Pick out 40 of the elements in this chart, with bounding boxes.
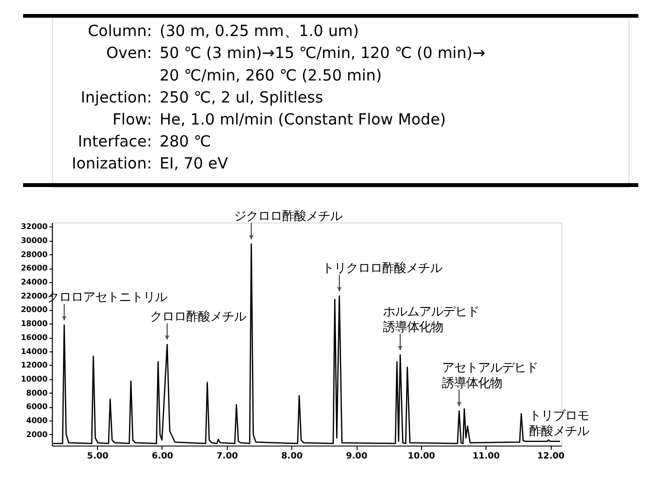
y-tick-label: 8000	[26, 388, 48, 398]
y-tick-label: 6000	[26, 402, 48, 412]
y-tick-label: 24000	[20, 278, 48, 287]
y-tick-label: 18000	[20, 319, 48, 328]
annotation: トリブロモ	[528, 407, 589, 422]
x-tick-label: 10.00	[408, 452, 436, 462]
annotation: クロロ酢酸メチル	[150, 308, 246, 324]
text: Interface: 280 ℃	[78, 132, 212, 151]
y-tick-label: 16000	[20, 332, 48, 342]
y-tick-label: 32000	[20, 222, 48, 232]
x-tick-label: 6.00	[152, 452, 174, 462]
annotation: ジクロロ酢酸メチル	[234, 208, 342, 223]
x-tick-label: 8.00	[281, 452, 303, 462]
x-tick-label: 7.00	[216, 452, 238, 462]
y-tick-label: 4000	[26, 416, 48, 426]
text: 20 ℃/min, 260 ℃ (2.50 min)	[160, 66, 382, 84]
annotation: 誘導体化物	[382, 318, 443, 334]
text: Flow: He, 1.0 ml/min (Constant Flow Mode)	[112, 110, 446, 128]
y-tick-label: 28000	[20, 250, 48, 259]
text: Column: (30 m, 0.25 mm、1.0 um)	[88, 22, 359, 40]
x-tick-label: 5.00	[87, 452, 108, 462]
annotation: ホルムアルデヒド	[382, 303, 479, 318]
y-tick-label: 20000	[20, 305, 48, 314]
annotation: 誘導体化物	[442, 374, 502, 390]
annotation: アセトアルデヒド	[442, 360, 538, 375]
y-tick-label: 10000	[20, 374, 48, 384]
x-tick-label: 12.00	[537, 452, 565, 462]
text: Injection: 250 ℃, 2 ul, Splitless	[80, 88, 324, 106]
x-tick-label: 11.00	[472, 452, 500, 462]
y-tick-label: 2000	[26, 430, 48, 439]
y-tick-label: 12000	[20, 360, 48, 370]
text: Oven: 50 ℃ (3 min)→15 ℃/min, 120 ℃ (0 min)→	[106, 44, 486, 62]
annotation: 酢酸メチル	[528, 422, 589, 438]
text: Ionization: EI, 70 eV	[72, 154, 228, 173]
y-tick-label: 22000	[20, 291, 48, 300]
y-tick-label: 26000	[20, 264, 48, 273]
y-tick-label: 14000	[20, 346, 48, 356]
annotation: トリクロロ酢酸メチル	[322, 260, 442, 275]
y-tick-label: 30000	[20, 236, 48, 245]
x-tick-label: 9.00	[346, 452, 368, 462]
